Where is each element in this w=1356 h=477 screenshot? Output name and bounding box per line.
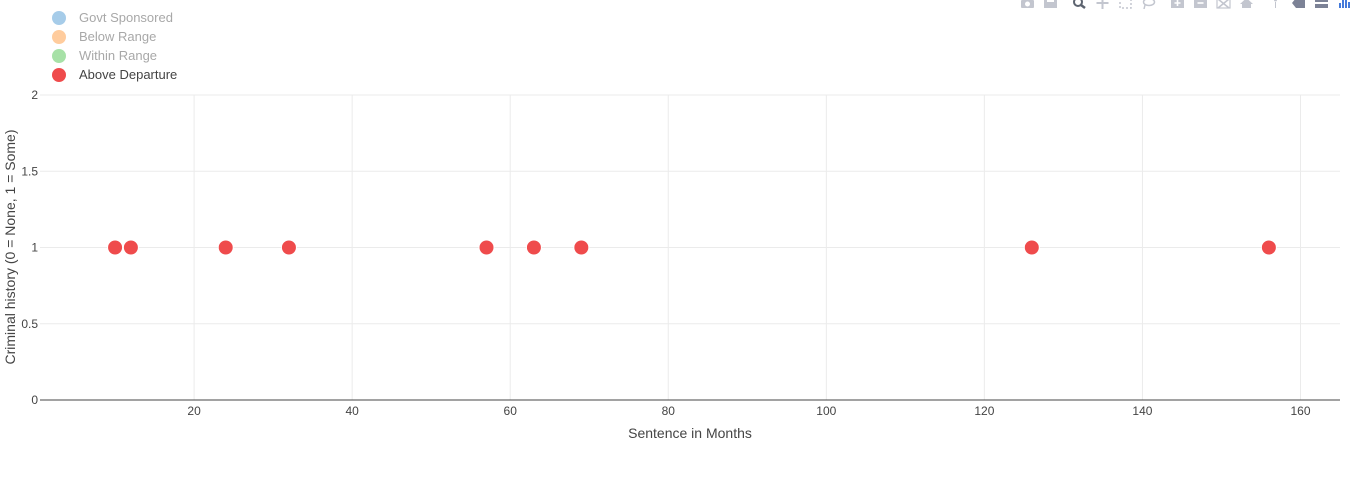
legend: Govt Sponsored Below Range Within Range Abo… [52, 8, 177, 84]
x-axis-title: Sentence in Months [628, 425, 752, 441]
closest-hover-icon[interactable] [1314, 0, 1329, 10]
zoom-icon[interactable] [1072, 0, 1087, 10]
zoom-out-icon[interactable] [1193, 0, 1208, 10]
pan-icon[interactable] [1095, 0, 1110, 10]
camera-icon[interactable] [1020, 0, 1035, 10]
y-tick-label: 0 [31, 393, 38, 407]
lasso-icon[interactable] [1141, 0, 1156, 10]
grid-layer [40, 94, 1340, 400]
legend-label: Govt Sponsored [79, 10, 173, 25]
legend-swatch [52, 48, 66, 63]
legend-item[interactable]: Govt Sponsored [52, 8, 177, 27]
data-point[interactable] [217, 239, 234, 256]
compare-hover-icon[interactable] [1291, 0, 1306, 10]
point-layer[interactable] [107, 239, 1277, 256]
legend-label: Above Departure [79, 67, 178, 82]
zoom-in-icon[interactable] [1170, 0, 1185, 10]
y-tick-label: 1.5 [21, 164, 38, 178]
legend-swatch [52, 67, 66, 82]
data-point[interactable] [122, 239, 139, 256]
data-point[interactable] [1260, 239, 1277, 256]
autoscale-icon[interactable] [1216, 0, 1231, 10]
x-tick-label: 100 [816, 404, 836, 418]
data-point[interactable] [107, 239, 124, 256]
save-icon[interactable] [1043, 0, 1058, 10]
box-select-icon[interactable] [1118, 0, 1133, 10]
y-axis-title: Criminal history (0 = None, 1 = Some) [2, 130, 18, 365]
x-tick-label: 80 [662, 404, 676, 418]
x-tick-label: 120 [974, 404, 994, 418]
x-tick-label: 40 [345, 404, 359, 418]
data-point[interactable] [1023, 239, 1040, 256]
data-point[interactable] [525, 239, 542, 256]
plotly-logo[interactable] [1337, 0, 1352, 10]
data-point[interactable] [280, 239, 297, 256]
legend-item[interactable]: Below Range [52, 27, 177, 46]
x-tick-label: 160 [1290, 404, 1310, 418]
legend-item[interactable]: Above Departure [52, 65, 177, 84]
data-point[interactable] [478, 239, 495, 256]
x-tick-label: 140 [1132, 404, 1152, 418]
x-tick-label: 60 [504, 404, 518, 418]
home-icon[interactable] [1239, 0, 1254, 10]
legend-label: Within Range [79, 48, 158, 63]
data-point[interactable] [573, 239, 590, 256]
legend-swatch [52, 29, 66, 44]
legend-swatch [52, 10, 66, 25]
legend-label: Below Range [79, 29, 157, 44]
y-tick-label: 1 [31, 241, 38, 255]
tick-layer: 20 40 60 80 100 120 140 160 0 0.5 1 1.5 2 [21, 88, 1311, 418]
modebar [1020, 0, 1356, 12]
y-tick-label: 2 [31, 88, 38, 102]
x-tick-label: 20 [187, 404, 201, 418]
y-tick-label: 0.5 [21, 317, 38, 331]
spike-lines-icon[interactable] [1268, 0, 1283, 10]
legend-item[interactable]: Within Range [52, 46, 177, 65]
